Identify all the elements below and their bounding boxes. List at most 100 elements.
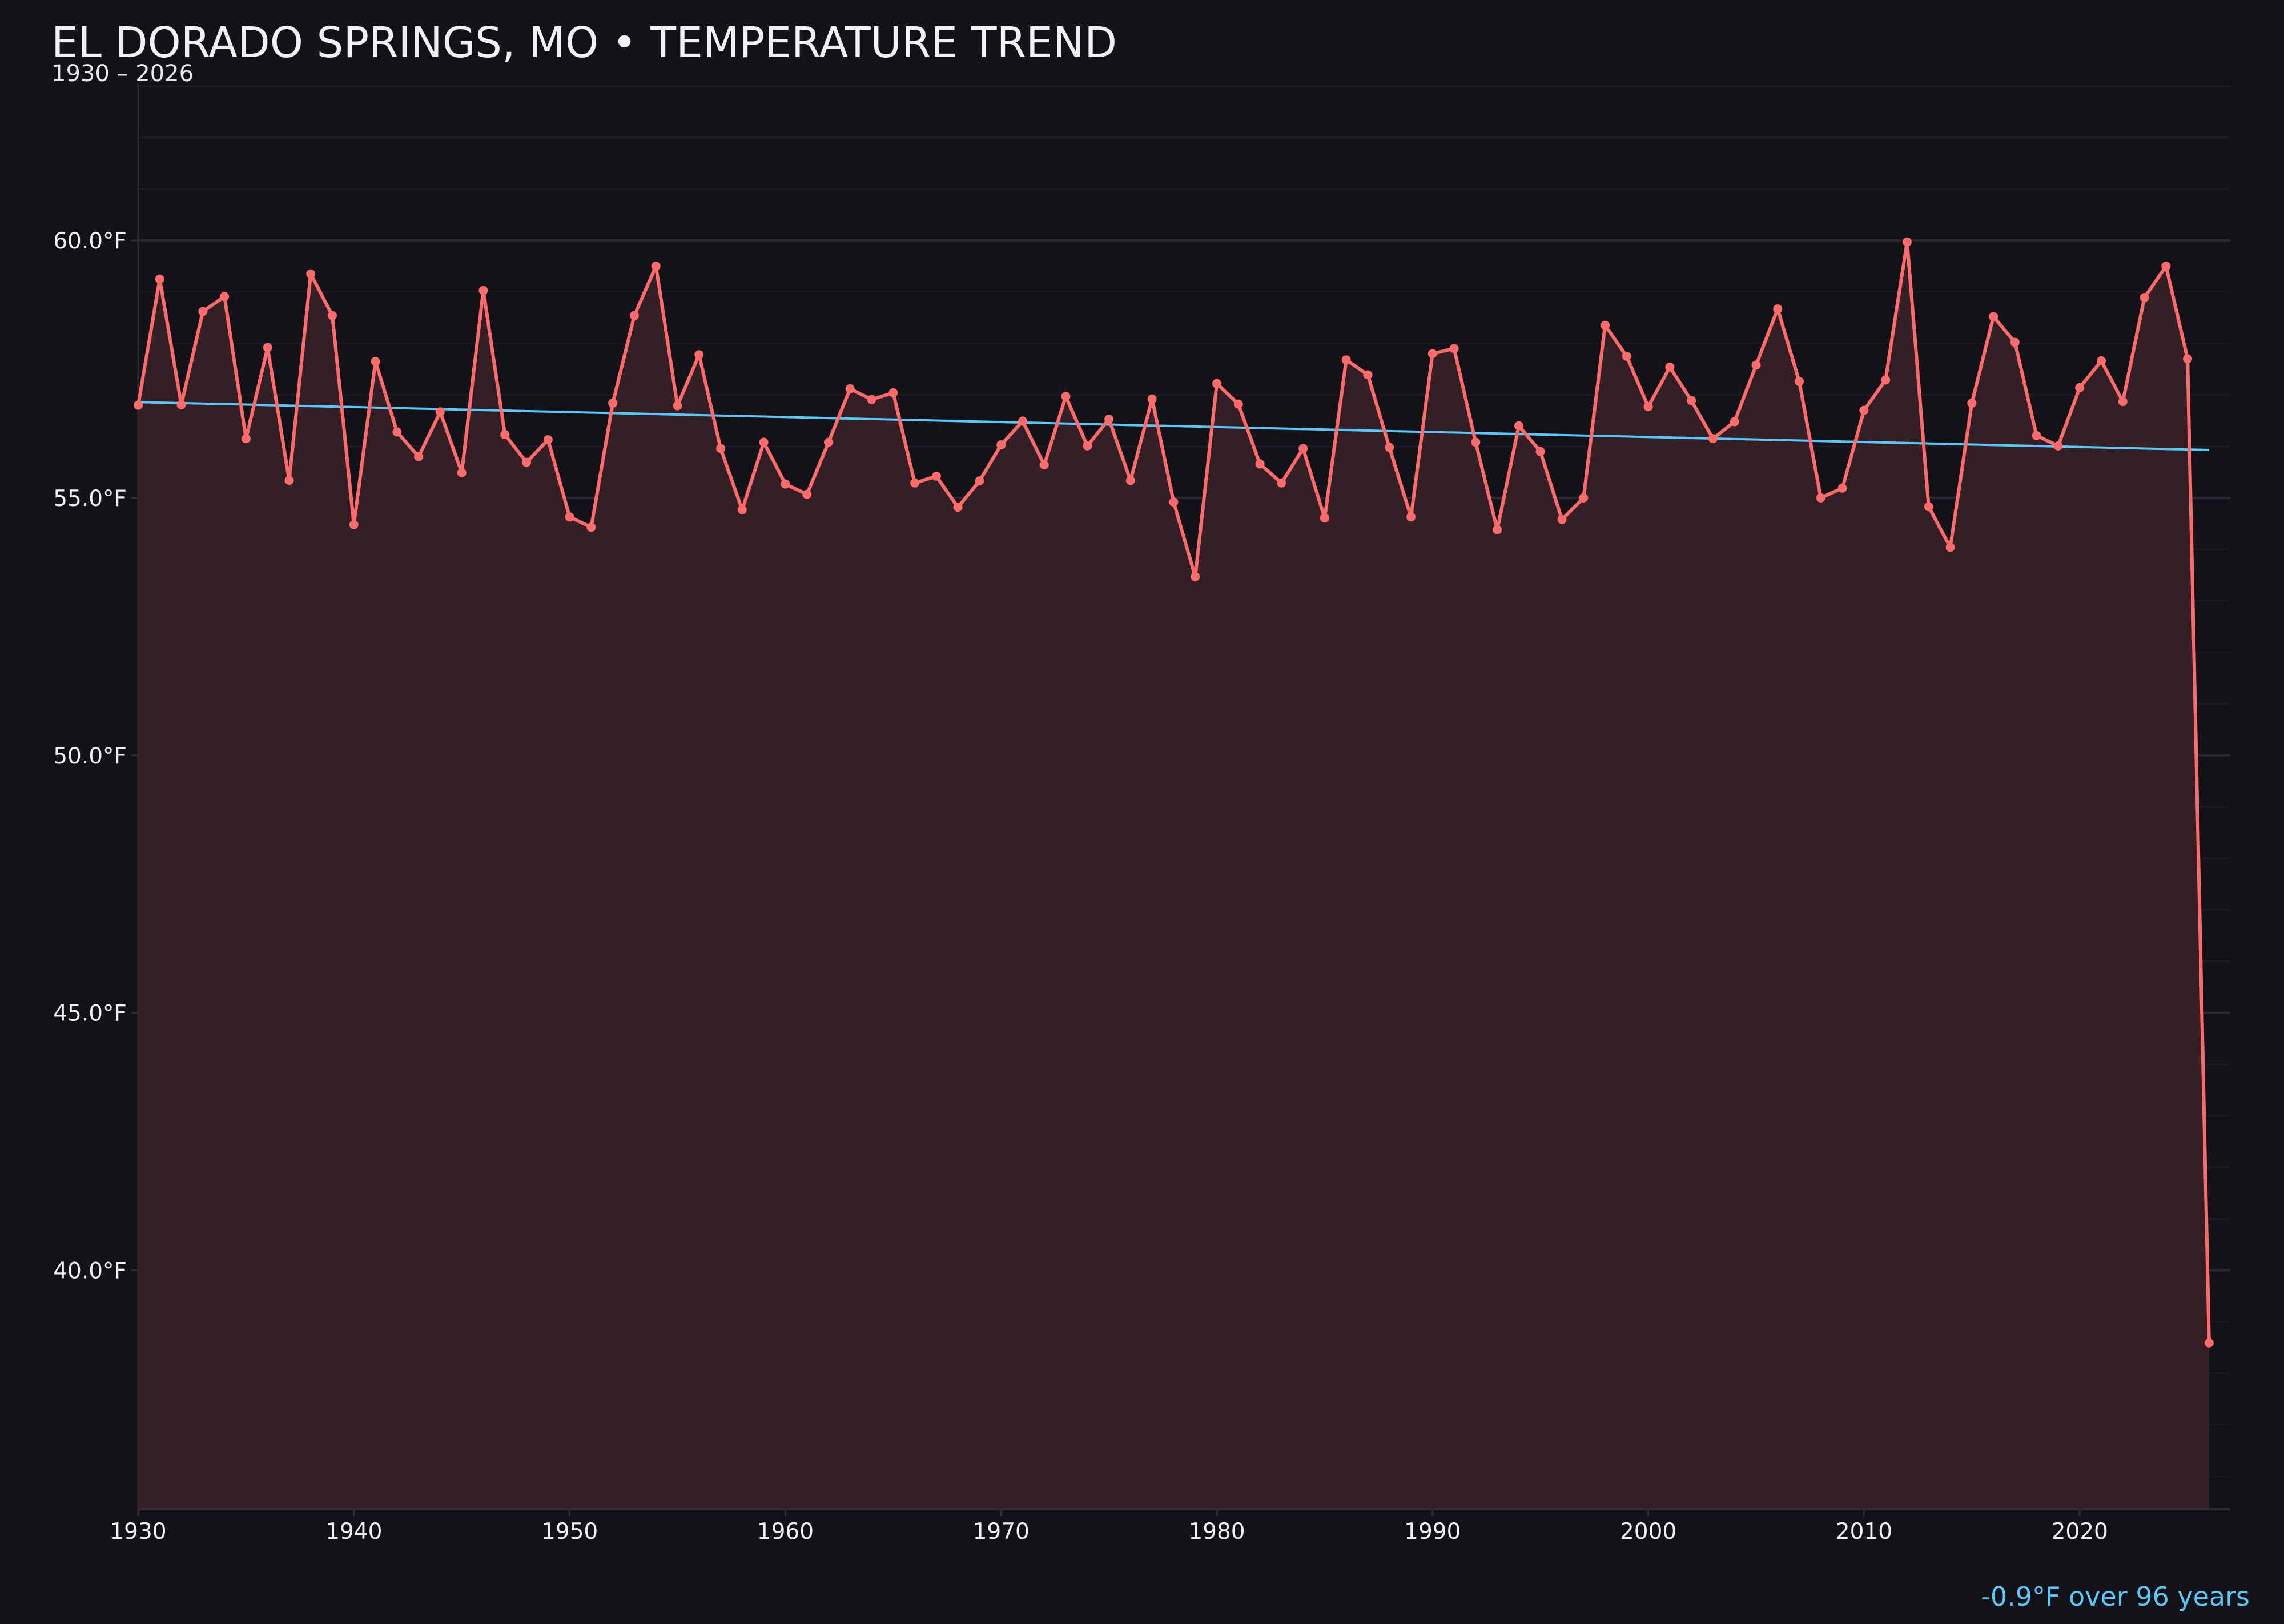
data-point-1940 [349, 520, 359, 529]
data-point-1972 [1039, 460, 1049, 470]
y-tick-label: 50.0°F [53, 743, 127, 769]
data-point-1976 [1125, 476, 1135, 485]
data-point-1951 [586, 522, 596, 532]
data-point-1971 [1018, 416, 1027, 426]
data-point-2003 [1708, 434, 1718, 444]
data-point-1973 [1061, 392, 1071, 401]
x-tick-labels: 1930 1940 1950 1960 1970 1980 1990 2000 2010 2020 [110, 1509, 2108, 1545]
data-point-1937 [284, 476, 294, 485]
data-point-1961 [802, 489, 812, 499]
chart-subtitle: 1930 – 2026 [51, 61, 194, 87]
data-point-1932 [176, 400, 186, 409]
data-point-2011 [1881, 375, 1891, 385]
data-point-1984 [1298, 444, 1308, 453]
axes [137, 83, 2230, 1510]
x-tick-label: 2010 [1836, 1519, 1892, 1545]
data-point-1962 [823, 437, 833, 447]
x-tick-label: 1960 [757, 1519, 814, 1545]
data-point-2007 [1795, 377, 1804, 387]
data-point-1948 [522, 457, 532, 467]
data-point-1936 [263, 343, 272, 352]
data-point-1975 [1104, 414, 1114, 424]
x-tick-label: 1940 [325, 1519, 382, 1545]
x-tick-label: 1930 [110, 1519, 166, 1545]
data-point-2024 [2161, 262, 2171, 271]
data-point-2021 [2096, 356, 2106, 366]
data-point-1990 [1427, 349, 1437, 359]
data-point-1982 [1255, 459, 1265, 469]
trend-line-group [138, 401, 2209, 452]
data-points [134, 237, 2214, 1348]
data-point-1938 [306, 269, 316, 279]
data-point-1943 [414, 452, 424, 461]
data-point-1966 [910, 478, 920, 488]
data-point-2004 [1730, 417, 1739, 427]
data-point-2013 [1924, 502, 1933, 512]
data-point-1931 [155, 274, 164, 284]
data-point-2006 [1773, 304, 1783, 313]
x-tick-label: 1950 [541, 1519, 598, 1545]
data-point-2025 [2183, 354, 2193, 364]
data-point-2026 [2204, 1338, 2214, 1348]
data-point-2016 [1989, 312, 1998, 321]
data-point-1956 [694, 350, 704, 360]
data-point-2020 [2075, 383, 2085, 392]
data-point-1979 [1191, 572, 1200, 581]
data-point-1949 [543, 435, 553, 444]
trend-line [138, 401, 2209, 452]
data-point-1991 [1449, 344, 1459, 353]
data-point-1958 [737, 505, 747, 514]
data-point-1959 [759, 437, 769, 447]
data-point-2012 [1902, 237, 1912, 247]
data-point-1985 [1320, 513, 1329, 523]
data-point-2009 [1837, 483, 1847, 493]
data-point-1988 [1385, 443, 1394, 452]
data-point-2015 [1967, 398, 1977, 408]
data-point-1941 [371, 356, 380, 366]
data-point-2010 [1859, 405, 1869, 415]
data-point-2002 [1687, 396, 1696, 405]
data-point-1939 [328, 311, 337, 320]
x-tick-label: 1980 [1188, 1519, 1245, 1545]
data-point-1930 [134, 400, 143, 410]
data-point-1994 [1514, 421, 1523, 431]
data-point-1954 [651, 262, 661, 271]
data-point-1989 [1406, 512, 1416, 522]
data-point-1997 [1579, 493, 1589, 503]
y-tick-label: 45.0°F [53, 1001, 127, 1027]
data-point-1995 [1535, 447, 1545, 456]
data-point-1960 [781, 479, 790, 489]
trend-annotation: -0.9°F over 96 years [1981, 1581, 2250, 1612]
data-point-2005 [1751, 360, 1761, 370]
data-point-1999 [1622, 351, 1631, 361]
x-tick-label: 2020 [2052, 1519, 2108, 1545]
data-point-2000 [1643, 402, 1653, 412]
x-tick-label: 1990 [1404, 1519, 1461, 1545]
data-point-1974 [1083, 441, 1092, 451]
chart-title: EL DORADO SPRINGS, MO • TEMPERATURE TREN… [51, 18, 1117, 67]
data-point-1953 [629, 311, 639, 320]
area-under-line [138, 242, 2209, 1510]
data-point-1967 [931, 472, 941, 481]
data-point-1935 [241, 434, 251, 444]
data-point-1965 [888, 388, 898, 397]
data-point-1950 [565, 512, 574, 522]
data-point-1945 [457, 468, 467, 477]
data-point-1977 [1147, 394, 1157, 404]
data-point-1981 [1233, 399, 1243, 409]
y-tick-label: 60.0°F [53, 228, 127, 254]
data-point-2022 [2118, 397, 2128, 407]
data-point-1996 [1557, 514, 1567, 524]
data-point-1955 [673, 401, 682, 411]
x-tick-label: 1970 [973, 1519, 1030, 1545]
data-point-1957 [716, 444, 726, 453]
y-tick-labels: 40.0°F 45.0°F 50.0°F 55.0°F 60.0°F [53, 228, 138, 1284]
data-point-1983 [1277, 478, 1286, 488]
data-point-1987 [1363, 370, 1373, 380]
data-point-2014 [1945, 542, 1955, 552]
data-point-1993 [1493, 525, 1502, 534]
data-point-1986 [1341, 355, 1351, 365]
data-point-2008 [1816, 493, 1825, 503]
data-point-2001 [1665, 362, 1675, 372]
y-tick-label: 40.0°F [53, 1259, 127, 1284]
